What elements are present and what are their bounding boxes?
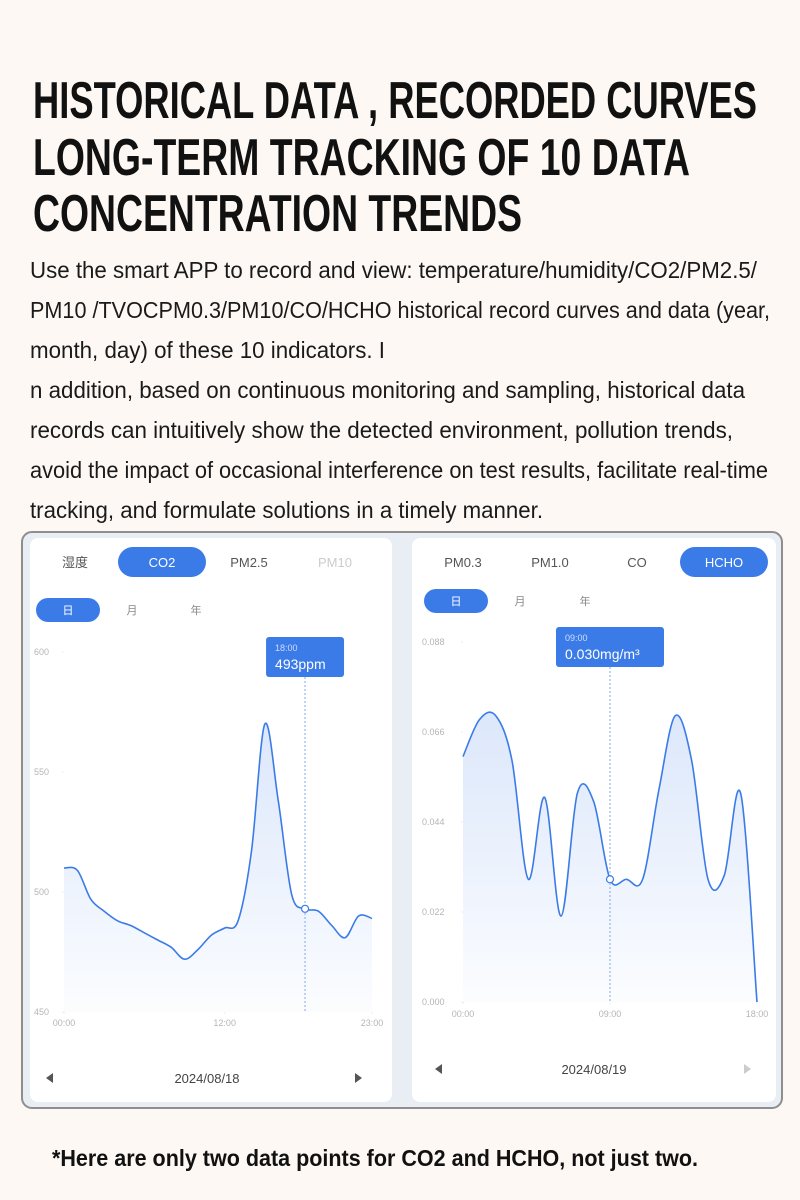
x-tick-label: 23:00 xyxy=(361,1018,384,1028)
body-line: month, day) of these 10 indicators. I xyxy=(30,337,385,363)
area-fill xyxy=(463,712,757,1002)
tab-label[interactable]: CO xyxy=(627,555,647,570)
tab-label[interactable]: PM0.3 xyxy=(444,555,482,570)
period-label[interactable]: 年 xyxy=(191,603,202,617)
line-series xyxy=(63,722,373,960)
tab-label[interactable]: HCHO xyxy=(705,555,743,570)
next-arrow[interactable] xyxy=(744,1064,751,1074)
tooltip-value: 0.030mg/m³ xyxy=(565,646,640,662)
body-line: records can intuitively show the detecte… xyxy=(30,417,733,443)
tab-pill xyxy=(118,547,206,577)
body-line: tracking, and formulate solutions in a t… xyxy=(30,497,543,523)
x-tick-label: 00:00 xyxy=(452,1009,475,1019)
area-fill xyxy=(64,723,372,1012)
y-tick-label: 0.088 xyxy=(422,637,445,647)
x-tick-label: 18:00 xyxy=(746,1009,769,1019)
tab-label[interactable]: PM1.0 xyxy=(531,555,569,570)
panel-left xyxy=(30,538,392,1102)
period-label[interactable]: 月 xyxy=(515,596,526,608)
footnote: *Here are only two data points for CO2 a… xyxy=(52,1145,698,1171)
y-tick-label: 0.044 xyxy=(422,817,445,827)
y-tick-label: 0.022 xyxy=(422,907,445,917)
body-line: avoid the impact of occasional interfere… xyxy=(30,457,768,483)
prev-arrow[interactable] xyxy=(46,1073,53,1083)
period-label[interactable]: 年 xyxy=(580,594,591,608)
period-label[interactable]: 日 xyxy=(63,605,74,617)
y-tick-label: 600 xyxy=(34,647,49,657)
tooltip-box xyxy=(556,627,664,667)
prev-arrow[interactable] xyxy=(435,1064,442,1074)
y-tick-label: 500 xyxy=(34,887,49,897)
next-arrow[interactable] xyxy=(355,1073,362,1083)
tooltip-value: 493ppm xyxy=(275,656,326,672)
body-line: PM10 /TVOCPM0.3/PM10/CO/HCHO historical … xyxy=(30,297,770,323)
tooltip-time: 18:00 xyxy=(275,643,298,653)
title-line: LONG-TERM TRACKING OF 10 DATA xyxy=(33,129,690,187)
y-tick-label: 550 xyxy=(34,767,49,777)
y-tick-label: 0.000 xyxy=(422,997,445,1007)
tooltip-point xyxy=(605,875,615,884)
tab-pill xyxy=(680,547,768,577)
tab-label[interactable]: PM2.5 xyxy=(230,555,268,570)
tooltip-time: 09:00 xyxy=(565,633,588,643)
period-pill xyxy=(424,589,488,613)
tooltip-point xyxy=(300,904,310,913)
body-line: Use the smart APP to record and view: te… xyxy=(30,257,758,283)
period-label[interactable]: 日 xyxy=(451,596,462,608)
period-label[interactable]: 月 xyxy=(127,605,138,617)
x-tick-label: 09:00 xyxy=(599,1009,622,1019)
date-label: 2024/08/19 xyxy=(561,1062,626,1077)
title-line: CONCENTRATION TRENDS xyxy=(33,185,522,243)
tooltip-box xyxy=(266,637,345,677)
period-pill xyxy=(36,598,100,622)
tab-label[interactable]: 湿度 xyxy=(62,555,88,570)
tab-label[interactable]: PM10 xyxy=(318,555,352,570)
tab-label[interactable]: CO2 xyxy=(149,555,176,570)
body-line: n addition, based on continuous monitori… xyxy=(30,377,745,403)
x-tick-label: 00:00 xyxy=(53,1018,76,1028)
y-tick-label: 0.066 xyxy=(422,727,445,737)
y-tick-label: 450 xyxy=(34,1007,49,1017)
title-line: HISTORICAL DATA , RECORDED CURVES xyxy=(33,72,757,130)
x-tick-label: 12:00 xyxy=(213,1018,236,1028)
date-label: 2024/08/18 xyxy=(174,1071,239,1086)
